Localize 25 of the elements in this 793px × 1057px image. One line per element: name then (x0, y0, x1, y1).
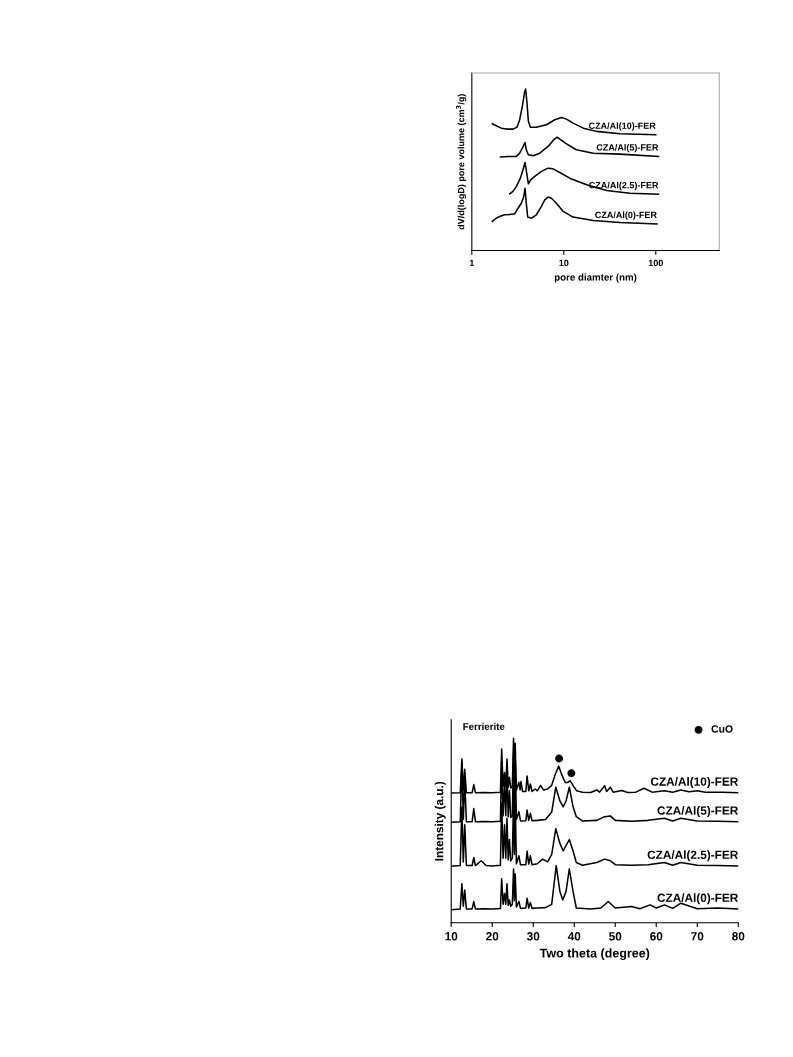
series-label: CZA/Al(0)-FER (657, 893, 739, 905)
x-axis-title: pore diamter (nm) (554, 273, 637, 283)
series-label: CZA/Al(2.5)-FER (589, 181, 659, 191)
series-label: CZA/Al(5)-FER (657, 806, 739, 818)
x-tick-label: 40 (567, 932, 581, 941)
x-tick-label: 100 (648, 259, 663, 267)
x-axis-title: Two theta (degree) (539, 948, 650, 961)
text: Ferrierite (463, 722, 505, 730)
x-tick-label: 10 (445, 932, 458, 941)
x-tick-label: 60 (650, 932, 663, 941)
series-label: CZA/Al(2.5)-FER (647, 850, 739, 862)
x-tick-label: 70 (691, 932, 704, 941)
x-tick-label: 20 (486, 932, 499, 941)
legend-label: CuO (711, 725, 733, 733)
y-axis-title: Intensity (a.u.) (434, 781, 446, 861)
x-tick-label: 10 (559, 259, 569, 267)
series-label: CZA/Al(0)-FER (595, 211, 657, 220)
x-tick-label: 50 (609, 932, 622, 941)
x-tick-label: 1 (469, 259, 475, 267)
x-tick-label: 80 (732, 932, 745, 941)
series-label: CZA/Al(5)-FER (596, 143, 659, 153)
series-label: CZA/Al(10)-FER (650, 777, 739, 789)
series-label: CZA/Al(10)-FER (588, 122, 656, 131)
x-tick-label: 30 (526, 932, 540, 941)
y-axis-title: dV/d(logD) pore volume (cm$^{3}$/g) (456, 94, 467, 230)
